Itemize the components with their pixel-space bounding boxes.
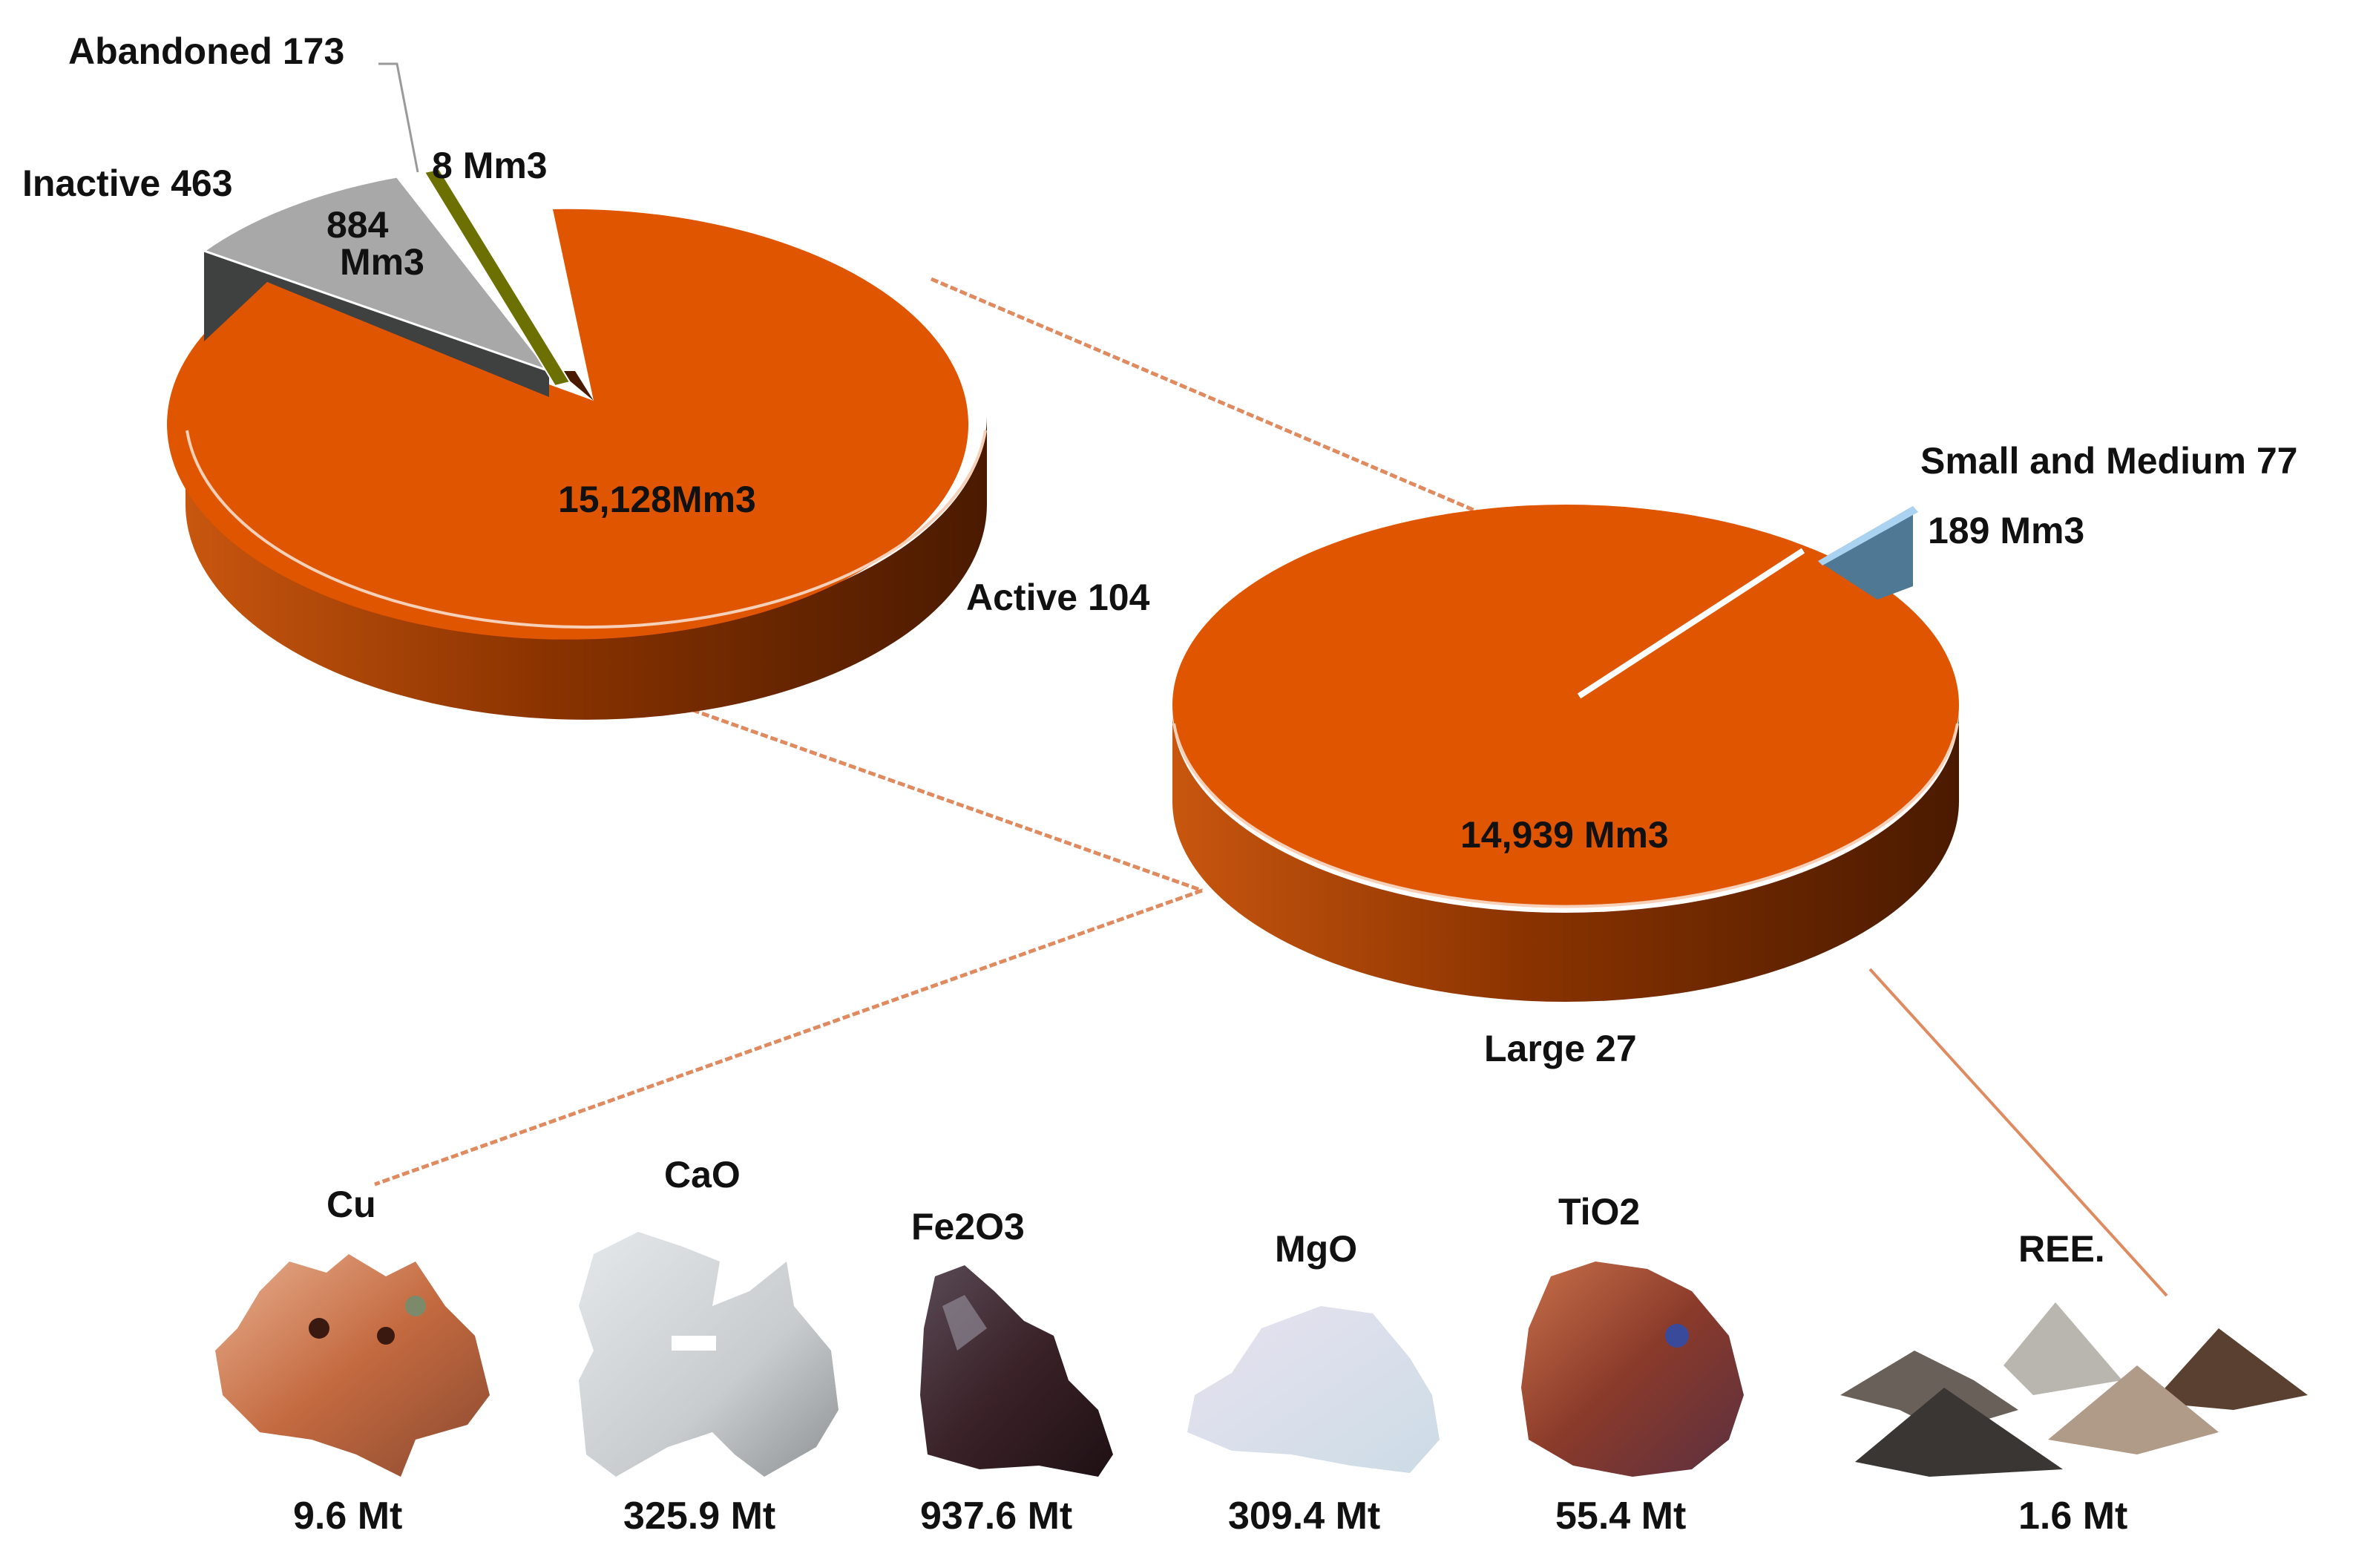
rutile-spot-icon [1665, 1324, 1689, 1348]
right-pie-small-medium-slice[interactable] [1818, 506, 1918, 565]
mineral-tio2-value: 55.4 Mt [1555, 1495, 1686, 1538]
mineral-tio2: TiO2 55.4 Mt [1521, 1191, 1744, 1538]
left-pie-active-side [186, 416, 987, 720]
copper-spot-icon [309, 1318, 329, 1339]
abandoned-label: Abandoned 173 [68, 30, 344, 72]
left-pie-rim [186, 430, 987, 629]
lime-gap-icon [672, 1336, 716, 1351]
ree-sand-pile-brown-icon [2152, 1328, 2308, 1410]
mineral-mgo-name: MgO [1275, 1228, 1357, 1270]
left-pie-abandoned-slice[interactable] [423, 168, 571, 387]
mineral-cu: Cu 9.6 Mt [215, 1184, 490, 1538]
mineral-ree-value: 1.6 Mt [2018, 1495, 2127, 1538]
hematite-highlight-icon [942, 1295, 987, 1351]
mineral-tio2-name: TiO2 [1558, 1191, 1640, 1233]
mineral-cao-name: CaO [664, 1154, 741, 1195]
mineral-ree: REE. 1.6 Mt [1840, 1228, 2308, 1538]
lime-rock-icon [579, 1232, 839, 1477]
right-pie-large-slice[interactable] [1172, 505, 1959, 905]
mineral-fe2o3: Fe2O3 937.6 Mt [911, 1206, 1113, 1538]
connector-line-top [931, 277, 1507, 526]
mineral-mgo: MgO 309.4 Mt [1187, 1228, 1440, 1538]
active-value: 15,128Mm3 [558, 479, 756, 520]
large-value: 14,939 Mm3 [1460, 814, 1669, 856]
right-pie [1172, 505, 1959, 1002]
large-label: Large 27 [1484, 1028, 1637, 1069]
rutile-rock-icon [1521, 1262, 1744, 1477]
mineral-fe2o3-name: Fe2O3 [911, 1206, 1025, 1247]
mineral-mgo-value: 309.4 Mt [1228, 1495, 1380, 1538]
mineral-cu-name: Cu [326, 1184, 376, 1225]
left-pie-active-slice[interactable] [167, 209, 969, 640]
mineral-row: Cu 9.6 Mt CaO 325.9 Mt Fe2O3 937.6 Mt Mg… [215, 1154, 2308, 1538]
right-pie-large-side [1172, 712, 1959, 1002]
small-medium-value: 189 Mm3 [1928, 510, 2084, 551]
pie-labels: Abandoned 173 8 Mm3 Inactive 463 884 Mm3… [22, 30, 2297, 1069]
right-pie-small-medium-side [1818, 506, 1913, 600]
right-pie-slice-gap [1577, 548, 1805, 699]
left-pie-inactive-slice[interactable] [201, 175, 553, 374]
inactive-label: Inactive 463 [22, 163, 233, 204]
mineral-fe2o3-value: 937.6 Mt [920, 1495, 1072, 1538]
small-medium-label: Small and Medium 77 [1920, 440, 2297, 482]
ree-sand-pile-gray-icon [2004, 1302, 2122, 1395]
connector-lines [374, 277, 2168, 1297]
mineral-cao: CaO 325.9 Mt [579, 1154, 839, 1538]
mineral-ree-name: REE. [2018, 1228, 2105, 1270]
copper-nugget-icon [215, 1254, 490, 1477]
ree-sand-pile-beige-icon [2048, 1365, 2219, 1454]
inactive-value-line2: Mm3 [340, 241, 424, 283]
abandoned-leader-line [378, 62, 419, 173]
copper-spot-icon [377, 1327, 395, 1345]
magnesia-rock-icon [1187, 1306, 1440, 1473]
hematite-rock-icon [920, 1265, 1113, 1477]
ree-sand-pile-black-icon [1855, 1388, 2063, 1477]
connector-line-bottom [652, 694, 1203, 893]
connector-line-ree [1868, 968, 2168, 1297]
left-pie [167, 62, 987, 720]
abandoned-value: 8 Mm3 [432, 145, 548, 186]
left-pie-inactive-side [204, 251, 549, 397]
active-label: Active 104 [966, 577, 1150, 618]
mineral-cu-value: 9.6 Mt [293, 1495, 402, 1538]
right-pie-rim [1172, 723, 1959, 908]
copper-patina-icon [405, 1296, 426, 1316]
inactive-value-line1: 884 [326, 204, 389, 246]
connector-line-cu [374, 888, 1203, 1187]
mineral-cao-value: 325.9 Mt [623, 1495, 775, 1538]
